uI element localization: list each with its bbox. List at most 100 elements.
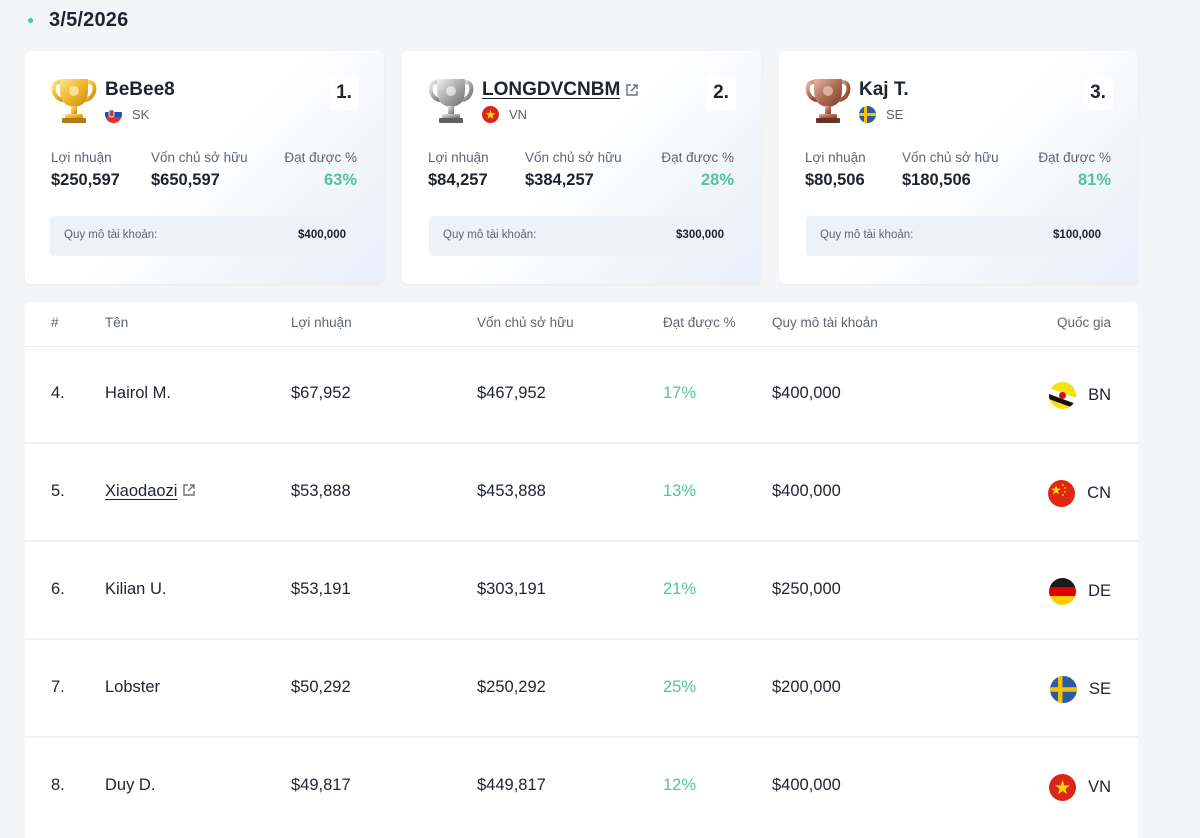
row-account: $400,000 [772,384,841,402]
table-row: 5. Xiaodaozi $53,888 $453,888 13% $400,0… [25,445,1138,542]
profit-value: $250,597 [51,171,120,189]
row-equity: $453,888 [477,482,546,500]
profit-value: $80,506 [805,171,865,189]
row-profit: $53,191 [291,580,351,598]
table-row: 4. Hairol M. $67,952 $467,952 17% $400,0… [25,347,1138,444]
row-rank: 6. [51,580,65,598]
account-size-label: Quy mô tài khoản: [820,229,914,241]
header-equity: Vốn chủ sở hữu [477,315,574,330]
gold-trophy-icon [51,79,97,123]
sweden-flag-icon [859,106,876,123]
gain-label: Đạt được % [1038,150,1111,165]
gain-value: 81% [1077,171,1111,189]
gain-value: 63% [323,171,357,189]
row-rank: 4. [51,384,65,402]
equity-label: Vốn chủ sở hữu [525,150,622,165]
row-name-link[interactable]: Xiaodaozi [105,482,196,501]
row-profit: $67,952 [291,384,351,402]
rank-badge: 1. [329,76,359,110]
gain-value: 28% [700,171,734,189]
player-country: SE [859,106,903,123]
equity-label: Vốn chủ sở hữu [902,150,999,165]
country-code: CN [1087,484,1111,502]
equity-value: $384,257 [525,171,594,189]
account-size-value: $300,000 [676,229,724,241]
equity-value: $180,506 [902,171,971,189]
row-account: $400,000 [772,482,841,500]
country-code: SE [886,107,904,122]
account-size-label: Quy mô tài khoản: [64,229,158,241]
player-name: Kaj T. [859,79,909,100]
row-name: Hairol M. [105,384,172,402]
table-header: # Tên Lợi nhuận Vốn chủ sở hữu Đạt được … [25,302,1138,347]
date-label: 3/5/2026 [49,8,129,31]
equity-value: $650,597 [151,171,220,189]
equity-label: Vốn chủ sở hữu [151,150,248,165]
gain-label: Đạt được % [284,150,357,165]
country-code: VN [1088,778,1111,796]
row-profit: $53,888 [291,482,351,500]
account-size-value: $100,000 [1053,229,1101,241]
row-gain: 17% [663,384,697,402]
row-gain: 12% [663,776,697,794]
row-name: Duy D. [105,776,156,794]
header-name: Tên [105,315,129,330]
row-account: $400,000 [772,776,841,794]
row-name[interactable]: Xiaodaozi [105,482,178,500]
china-flag-icon [1048,480,1076,507]
brunei-flag-icon [1049,382,1077,409]
row-equity: $303,191 [477,580,546,598]
sweden-flag-icon [1049,676,1077,703]
player-name-link[interactable]: LONGDVCNBM [482,79,639,101]
player-name: BeBee8 [105,79,175,100]
header-rank: # [51,315,59,330]
gain-label: Đạt được % [661,150,734,165]
profit-label: Lợi nhuận [428,150,489,165]
podium: BeBee8 SK 1. Lợi nhuận $250,597 Vốn chủ … [25,51,1139,284]
row-equity: $467,952 [477,384,546,402]
date-header: 3/5/2026 [28,6,128,34]
row-equity: $449,817 [477,776,546,794]
external-link-icon[interactable] [625,83,639,97]
row-profit: $49,817 [291,776,351,794]
row-gain: 13% [663,482,697,500]
account-size-box: Quy mô tài khoản: $400,000 [50,216,359,256]
country-code: VN [509,107,528,122]
row-rank: 7. [51,678,65,696]
row-name: Lobster [105,678,161,696]
podium-card-2: LONGDVCNBM VN 2. Lợi nhuận $84,257 Vốn c… [402,51,761,284]
leaderboard-table: # Tên Lợi nhuận Vốn chủ sở hữu Đạt được … [25,302,1138,838]
row-equity: $250,292 [477,678,546,696]
row-name: Kilian U. [105,580,167,598]
account-size-value: $400,000 [298,229,346,241]
row-account: $250,000 [772,580,841,598]
table-row: 7. Lobster $50,292 $250,292 25% $200,000… [25,641,1138,738]
vietnam-flag-icon [482,106,499,123]
row-profit: $50,292 [291,678,351,696]
podium-card-3: Kaj T. SE 3. Lợi nhuận $80,506 Vốn chủ s… [779,51,1138,284]
germany-flag-icon [1049,578,1077,605]
player-name[interactable]: LONGDVCNBM [482,79,621,100]
player-country: VN [482,106,527,123]
profit-label: Lợi nhuận [51,150,112,165]
row-rank: 8. [51,776,65,794]
silver-trophy-icon [428,79,474,123]
bronze-trophy-icon [805,79,851,123]
country-code: BN [1088,386,1111,404]
country-code: SK [132,107,150,122]
header-profit: Lợi nhuận [291,315,352,330]
slovakia-flag-icon [105,106,122,123]
row-rank: 5. [51,482,65,500]
external-link-icon[interactable] [182,483,196,497]
row-gain: 25% [663,678,697,696]
rank-badge: 2. [706,76,736,110]
country-code: SE [1088,680,1111,698]
vietnam-flag-icon [1049,774,1077,801]
podium-card-1: BeBee8 SK 1. Lợi nhuận $250,597 Vốn chủ … [25,51,384,284]
row-country: CN [1048,480,1111,507]
row-country: VN [1049,774,1111,801]
row-country: SE [1049,676,1111,703]
header-gain: Đạt được % [663,315,736,330]
table-row: 8. Duy D. $49,817 $449,817 12% $400,000 … [25,739,1138,836]
account-size-label: Quy mô tài khoản: [443,229,537,241]
